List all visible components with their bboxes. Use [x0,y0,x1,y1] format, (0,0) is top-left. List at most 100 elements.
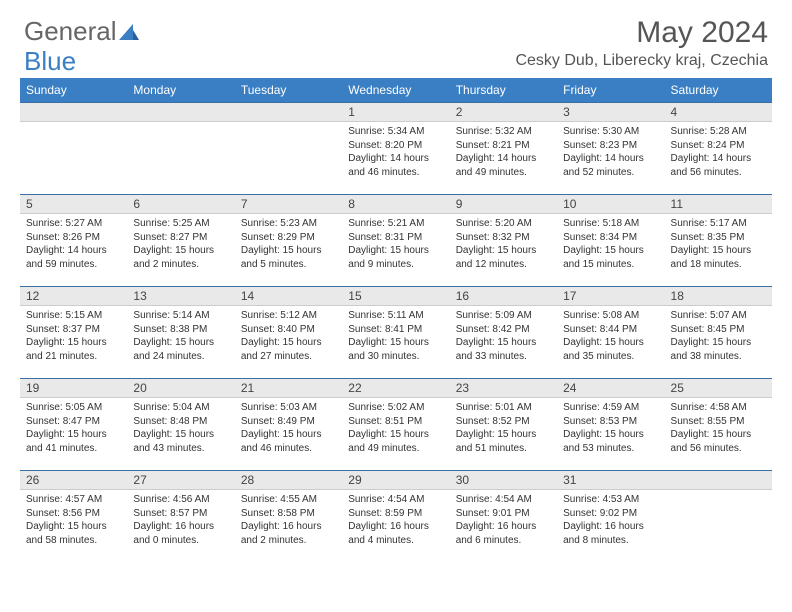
sunset-line: Sunset: 8:29 PM [241,231,336,245]
calendar-cell: 5Sunrise: 5:27 AMSunset: 8:26 PMDaylight… [20,194,127,286]
sunset-line: Sunset: 8:34 PM [563,231,658,245]
day-number: 11 [665,194,772,214]
day-number: 10 [557,194,664,214]
calendar-cell: 15Sunrise: 5:11 AMSunset: 8:41 PMDayligh… [342,286,449,378]
day-content: Sunrise: 5:07 AMSunset: 8:45 PMDaylight:… [665,306,772,365]
daylight-line: Daylight: 15 hours and 43 minutes. [133,428,228,455]
day-number: 31 [557,470,664,490]
sunset-line: Sunset: 8:59 PM [348,507,443,521]
day-number: 27 [127,470,234,490]
day-number: 21 [235,378,342,398]
calendar-cell: 31Sunrise: 4:53 AMSunset: 9:02 PMDayligh… [557,470,664,562]
sunrise-line: Sunrise: 5:11 AM [348,309,443,323]
calendar-week-row: 19Sunrise: 5:05 AMSunset: 8:47 PMDayligh… [20,378,772,470]
day-number: 26 [20,470,127,490]
calendar-cell: 1Sunrise: 5:34 AMSunset: 8:20 PMDaylight… [342,102,449,194]
day-number: 5 [20,194,127,214]
sunrise-line: Sunrise: 4:59 AM [563,401,658,415]
sunset-line: Sunset: 9:02 PM [563,507,658,521]
day-number: 8 [342,194,449,214]
day-content: Sunrise: 5:03 AMSunset: 8:49 PMDaylight:… [235,398,342,457]
sunrise-line: Sunrise: 5:02 AM [348,401,443,415]
daylight-line: Daylight: 15 hours and 30 minutes. [348,336,443,363]
empty-day-number [665,470,772,490]
day-content: Sunrise: 4:59 AMSunset: 8:53 PMDaylight:… [557,398,664,457]
calendar-cell: 20Sunrise: 5:04 AMSunset: 8:48 PMDayligh… [127,378,234,470]
sunset-line: Sunset: 8:47 PM [26,415,121,429]
sunset-line: Sunset: 8:49 PM [241,415,336,429]
sunset-line: Sunset: 8:24 PM [671,139,766,153]
empty-day-number [235,102,342,122]
calendar-cell: 30Sunrise: 4:54 AMSunset: 9:01 PMDayligh… [450,470,557,562]
sunrise-line: Sunrise: 5:12 AM [241,309,336,323]
sunset-line: Sunset: 8:37 PM [26,323,121,337]
calendar-cell: 8Sunrise: 5:21 AMSunset: 8:31 PMDaylight… [342,194,449,286]
day-content: Sunrise: 4:54 AMSunset: 8:59 PMDaylight:… [342,490,449,549]
day-content: Sunrise: 5:05 AMSunset: 8:47 PMDaylight:… [20,398,127,457]
sunrise-line: Sunrise: 4:56 AM [133,493,228,507]
calendar-cell: 16Sunrise: 5:09 AMSunset: 8:42 PMDayligh… [450,286,557,378]
sunset-line: Sunset: 8:56 PM [26,507,121,521]
sunrise-line: Sunrise: 4:58 AM [671,401,766,415]
day-number: 23 [450,378,557,398]
day-number: 16 [450,286,557,306]
sunset-line: Sunset: 8:38 PM [133,323,228,337]
sunrise-line: Sunrise: 4:57 AM [26,493,121,507]
day-content: Sunrise: 4:57 AMSunset: 8:56 PMDaylight:… [20,490,127,549]
day-number: 15 [342,286,449,306]
day-number: 20 [127,378,234,398]
day-header: Wednesday [342,78,449,102]
day-number: 25 [665,378,772,398]
day-content: Sunrise: 5:23 AMSunset: 8:29 PMDaylight:… [235,214,342,273]
calendar-cell: 17Sunrise: 5:08 AMSunset: 8:44 PMDayligh… [557,286,664,378]
day-content: Sunrise: 4:53 AMSunset: 9:02 PMDaylight:… [557,490,664,549]
sunrise-line: Sunrise: 5:01 AM [456,401,551,415]
sunset-line: Sunset: 8:23 PM [563,139,658,153]
sunrise-line: Sunrise: 5:28 AM [671,125,766,139]
calendar-week-row: 5Sunrise: 5:27 AMSunset: 8:26 PMDaylight… [20,194,772,286]
day-number: 19 [20,378,127,398]
sunset-line: Sunset: 8:21 PM [456,139,551,153]
day-number: 4 [665,102,772,122]
daylight-line: Daylight: 15 hours and 9 minutes. [348,244,443,271]
daylight-line: Daylight: 15 hours and 38 minutes. [671,336,766,363]
sunrise-line: Sunrise: 4:54 AM [456,493,551,507]
daylight-line: Daylight: 16 hours and 8 minutes. [563,520,658,547]
daylight-line: Daylight: 14 hours and 46 minutes. [348,152,443,179]
day-content: Sunrise: 5:01 AMSunset: 8:52 PMDaylight:… [450,398,557,457]
day-number: 18 [665,286,772,306]
sunset-line: Sunset: 8:53 PM [563,415,658,429]
sunrise-line: Sunrise: 5:17 AM [671,217,766,231]
sunrise-line: Sunrise: 5:27 AM [26,217,121,231]
location: Cesky Dub, Liberecky kraj, Czechia [515,52,768,70]
day-content: Sunrise: 5:17 AMSunset: 8:35 PMDaylight:… [665,214,772,273]
calendar-cell: 6Sunrise: 5:25 AMSunset: 8:27 PMDaylight… [127,194,234,286]
daylight-line: Daylight: 15 hours and 18 minutes. [671,244,766,271]
calendar-cell [235,102,342,194]
day-content: Sunrise: 4:58 AMSunset: 8:55 PMDaylight:… [665,398,772,457]
sunset-line: Sunset: 8:55 PM [671,415,766,429]
sunset-line: Sunset: 8:57 PM [133,507,228,521]
calendar-week-row: 26Sunrise: 4:57 AMSunset: 8:56 PMDayligh… [20,470,772,562]
day-content: Sunrise: 5:02 AMSunset: 8:51 PMDaylight:… [342,398,449,457]
daylight-line: Daylight: 14 hours and 59 minutes. [26,244,121,271]
day-content: Sunrise: 5:30 AMSunset: 8:23 PMDaylight:… [557,122,664,181]
daylight-line: Daylight: 15 hours and 46 minutes. [241,428,336,455]
sunrise-line: Sunrise: 5:21 AM [348,217,443,231]
calendar-week-row: 12Sunrise: 5:15 AMSunset: 8:37 PMDayligh… [20,286,772,378]
sunrise-line: Sunrise: 5:04 AM [133,401,228,415]
day-content: Sunrise: 5:09 AMSunset: 8:42 PMDaylight:… [450,306,557,365]
day-number: 13 [127,286,234,306]
day-number: 22 [342,378,449,398]
sunset-line: Sunset: 8:32 PM [456,231,551,245]
day-content: Sunrise: 5:18 AMSunset: 8:34 PMDaylight:… [557,214,664,273]
day-number: 24 [557,378,664,398]
sunset-line: Sunset: 8:20 PM [348,139,443,153]
calendar-cell: 14Sunrise: 5:12 AMSunset: 8:40 PMDayligh… [235,286,342,378]
daylight-line: Daylight: 14 hours and 56 minutes. [671,152,766,179]
daylight-line: Daylight: 15 hours and 33 minutes. [456,336,551,363]
day-content: Sunrise: 5:25 AMSunset: 8:27 PMDaylight:… [127,214,234,273]
sunrise-line: Sunrise: 5:03 AM [241,401,336,415]
sunset-line: Sunset: 8:45 PM [671,323,766,337]
calendar-week-row: 1Sunrise: 5:34 AMSunset: 8:20 PMDaylight… [20,102,772,194]
